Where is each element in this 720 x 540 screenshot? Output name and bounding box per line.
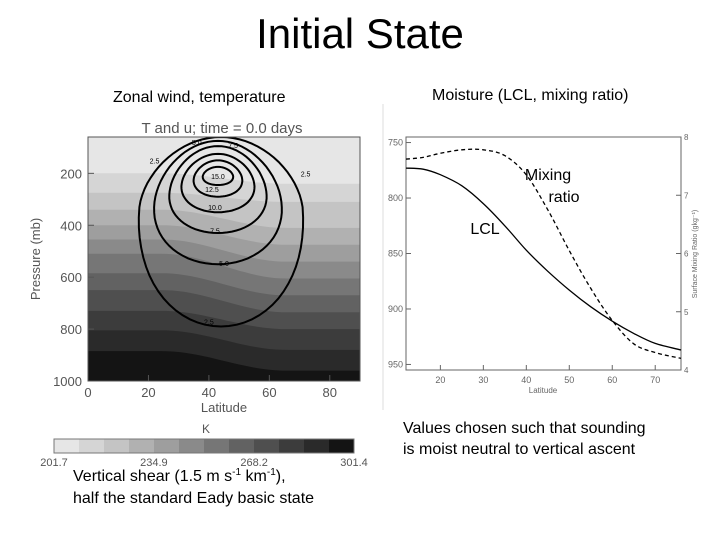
colorbar-swatch-7 — [229, 439, 255, 453]
left-x-tick-label-4: 80 — [323, 385, 337, 400]
wind-contour-label-5: 15.0 — [211, 174, 225, 181]
colorbar-swatch-5 — [179, 439, 205, 453]
colorbar-swatch-4 — [154, 439, 180, 453]
wind-contour-label-2: 7.5 — [210, 228, 220, 235]
wind-contour-0 — [137, 137, 305, 328]
left-chart-xlabel: Latitude — [201, 400, 247, 415]
caption-left-line1: Vertical shear (1.5 m s-1 km-1), — [73, 466, 314, 488]
colorbar-tick-label-3: 301.4 — [340, 457, 368, 469]
left-y-tick-label-0: 200 — [60, 166, 82, 181]
colorbar-tick-label-0: 201.7 — [40, 457, 68, 469]
right-x-tick-label-0: 20 — [435, 375, 445, 385]
right-x-tick-label-4: 60 — [607, 375, 617, 385]
series-line-mixing-ratio — [405, 148, 682, 360]
left-y-tick-label-2: 600 — [60, 270, 82, 285]
right-yl-tick-label-1: 800 — [388, 193, 403, 203]
left-plot-frame — [87, 136, 361, 382]
colorbar-tick-label-1: 234.9 — [140, 457, 168, 469]
colorbar-swatch-6 — [204, 439, 230, 453]
right-yl-tick-label-2: 850 — [388, 249, 403, 259]
colorbar-swatch-9 — [279, 439, 305, 453]
left-y-tick-label-3: 800 — [60, 322, 82, 337]
right-x-tick-label-5: 70 — [650, 375, 660, 385]
caption-left-text-b: km — [241, 468, 267, 485]
wind-contour-label-4: 12.5 — [205, 187, 219, 194]
right-yl-tick-label-4: 950 — [388, 359, 403, 369]
zonal-wind-temperature-chart: T and u; time = 0.0 days 2.5 5.0 7.5 10.0 12… — [28, 120, 368, 469]
wind-contour-label-1: 5.0 — [219, 261, 229, 268]
wind-contour-extra-label-1: 2.5 — [301, 171, 311, 178]
colorbar-swatch-3 — [129, 439, 155, 453]
colorbar-swatch-8 — [254, 439, 280, 453]
left-panel-subtitle: Zonal wind, temperature — [113, 89, 286, 106]
caption-right-line2: is moist neutral to vertical ascent — [403, 441, 636, 458]
wind-contour-5 — [201, 165, 235, 186]
left-x-tick-label-3: 60 — [262, 385, 276, 400]
caption-left: Vertical shear (1.5 m s-1 km-1), half th… — [73, 466, 314, 510]
right-chart-axes: 20 30 40 50 60 70 750 800 850 900 950 4 5 6 7 8 — [388, 133, 689, 385]
left-chart-title: T and u; time = 0.0 days — [141, 120, 302, 137]
colorbar-swatch-10 — [304, 439, 330, 453]
colorbar-swatch-11 — [329, 439, 355, 453]
wind-contour-4 — [192, 159, 244, 198]
left-y-tick-label-4: 1000 — [53, 374, 82, 389]
colorbar-frame — [53, 438, 355, 454]
caption-left-text-c: ), — [275, 468, 286, 485]
colorbar-swatch-1 — [79, 439, 105, 453]
left-chart-ylabel: Pressure (mb) — [28, 218, 43, 300]
wind-contour-2 — [168, 145, 268, 235]
right-yl-tick-label-3: 900 — [388, 304, 403, 314]
right-chart-ylabel: Surface Mixing Ratio (gkg⁻¹) — [692, 210, 699, 299]
caption-left-text-a: Vertical shear (1.5 m s — [73, 468, 233, 485]
right-yr-tick-label-4: 8 — [684, 133, 689, 142]
wind-contours — [137, 137, 305, 328]
colorbar-swatch-0 — [54, 439, 80, 453]
right-x-tick-label-2: 40 — [521, 375, 531, 385]
caption-left-line2: half the standard Eady basic state — [73, 490, 315, 507]
colorbar-tick-label-2: 268.2 — [240, 457, 268, 469]
left-x-tick-label-1: 20 — [141, 385, 155, 400]
wind-contour-labels: 2.5 5.0 7.5 10.0 12.5 15.0 2.5 2.5 5.0 7.5 — [150, 140, 311, 326]
right-yr-tick-label-1: 5 — [684, 308, 689, 317]
caption-right: Values chosen such that sounding is mois… — [403, 418, 646, 460]
left-chart-axes: 0 20 40 60 80 200 400 600 800 1000 — [53, 166, 337, 400]
right-panel-subtitle: Moisture (LCL, mixing ratio) — [432, 87, 629, 104]
moisture-series — [405, 148, 682, 360]
wind-contour-label-3: 10.0 — [208, 205, 222, 212]
series-line-lcl — [405, 167, 682, 351]
mixing-ratio-label-line1: Mixing — [525, 167, 571, 184]
right-chart-xlabel: Latitude — [529, 386, 558, 395]
wind-contour-extra-label-2: 5.0 — [192, 140, 202, 147]
caption-right-line1: Values chosen such that sounding — [403, 420, 646, 437]
wind-contour-extra-label-3: 7.5 — [228, 143, 238, 150]
caption-left-sup2: -1 — [266, 467, 276, 478]
wind-contour-1 — [153, 139, 283, 266]
mixing-ratio-label-line2: ratio — [548, 189, 579, 206]
slide-title: Initial State — [256, 10, 464, 57]
wind-contour-extra-label-0: 2.5 — [150, 158, 160, 165]
right-yr-tick-label-3: 7 — [684, 191, 689, 200]
lcl-label: LCL — [470, 221, 499, 238]
right-x-tick-label-3: 50 — [564, 375, 574, 385]
temperature-shading — [88, 137, 360, 381]
wind-contour-3 — [180, 152, 256, 214]
right-yr-tick-label-2: 6 — [684, 250, 689, 259]
right-x-tick-label-1: 30 — [478, 375, 488, 385]
left-x-tick-label-0: 0 — [84, 385, 91, 400]
temperature-colorbar: 201.7 234.9 268.2 301.4 — [40, 438, 368, 469]
caption-left-sup1: -1 — [232, 467, 242, 478]
right-yl-tick-label-0: 750 — [388, 138, 403, 148]
colorbar-swatch-2 — [104, 439, 130, 453]
left-y-tick-label-1: 400 — [60, 218, 82, 233]
left-x-tick-label-2: 40 — [202, 385, 216, 400]
wind-contour-label-0: 2.5 — [204, 319, 214, 326]
colorbar-label: K — [202, 422, 210, 436]
right-yr-tick-label-0: 4 — [684, 366, 689, 375]
